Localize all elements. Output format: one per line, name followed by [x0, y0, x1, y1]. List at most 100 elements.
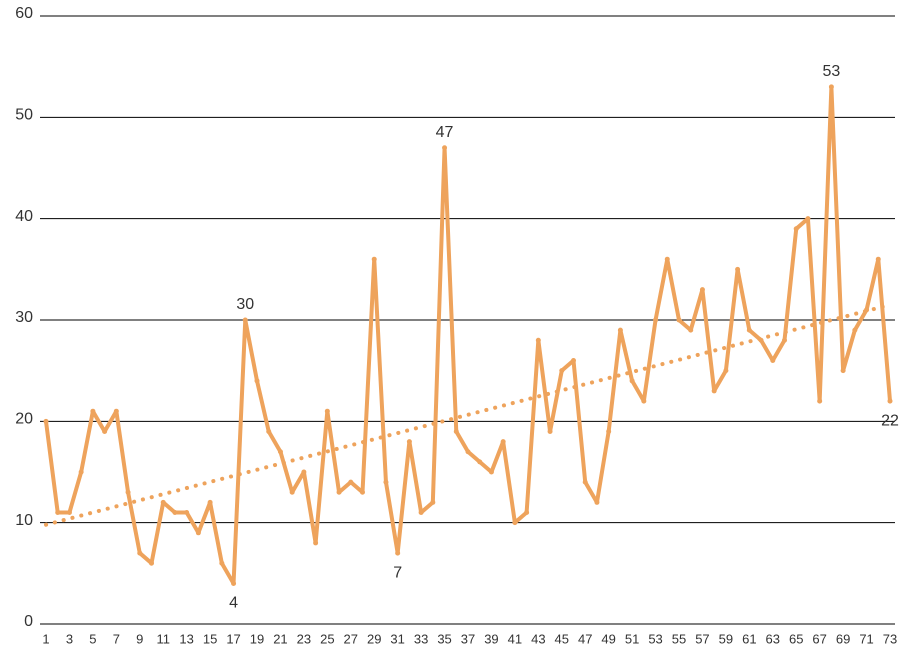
- x-tick-label: 39: [484, 631, 498, 646]
- data-point: [90, 408, 96, 414]
- data-point: [231, 580, 237, 586]
- data-point: [500, 439, 506, 445]
- data-point: [395, 550, 401, 556]
- data-point: [453, 428, 459, 434]
- data-point: [735, 266, 741, 272]
- data-point: [582, 479, 588, 485]
- x-tick-label: 5: [89, 631, 96, 646]
- data-point: [371, 256, 377, 262]
- data-point: [852, 327, 858, 333]
- data-point: [125, 489, 131, 495]
- data-point: [864, 307, 870, 313]
- data-point: [55, 510, 61, 516]
- x-tick-label: 21: [273, 631, 287, 646]
- data-point: [828, 84, 834, 90]
- x-tick-label: 69: [836, 631, 850, 646]
- x-tick-label: 57: [695, 631, 709, 646]
- trendline: [44, 302, 892, 527]
- x-tick-label: 37: [461, 631, 475, 646]
- x-tick-label: 49: [601, 631, 615, 646]
- data-point: [172, 510, 178, 516]
- data-point: [711, 388, 717, 394]
- data-point: [348, 479, 354, 485]
- y-tick-label: 30: [15, 309, 33, 326]
- data-label: 47: [436, 124, 454, 141]
- data-point: [313, 540, 319, 546]
- data-point: [254, 378, 260, 384]
- x-tick-label: 29: [367, 631, 381, 646]
- x-tick-label: 35: [437, 631, 451, 646]
- data-point: [442, 145, 448, 151]
- data-point: [324, 408, 330, 414]
- x-tick-label: 9: [136, 631, 143, 646]
- data-point: [195, 530, 201, 536]
- data-point: [524, 510, 530, 516]
- x-tick-label: 27: [344, 631, 358, 646]
- x-tick-label: 63: [766, 631, 780, 646]
- y-tick-label: 50: [15, 107, 33, 124]
- y-tick-label: 10: [15, 512, 33, 529]
- x-tick-label: 47: [578, 631, 592, 646]
- data-point: [782, 337, 787, 343]
- data-point: [606, 428, 612, 434]
- data-point: [688, 327, 694, 333]
- data-point: [676, 317, 682, 323]
- data-point: [301, 469, 307, 475]
- x-tick-label: 17: [226, 631, 240, 646]
- data-point: [66, 510, 72, 516]
- x-tick-label: 33: [414, 631, 428, 646]
- data-point: [758, 337, 764, 343]
- data-point: [547, 428, 553, 434]
- data-point: [277, 449, 283, 455]
- data-point: [242, 317, 248, 323]
- data-label: 53: [822, 63, 840, 80]
- data-point: [887, 398, 893, 404]
- data-point: [617, 327, 623, 333]
- data-point: [207, 499, 213, 505]
- x-tick-label: 73: [883, 631, 897, 646]
- data-point: [289, 489, 295, 495]
- y-tick-label: 20: [15, 411, 33, 428]
- x-tick-label: 23: [297, 631, 311, 646]
- data-point: [805, 216, 811, 222]
- x-tick-label: 19: [250, 631, 264, 646]
- data-point: [512, 520, 518, 526]
- data-point: [571, 358, 576, 364]
- data-point: [78, 469, 84, 475]
- data-point: [746, 327, 752, 333]
- x-tick-label: 31: [390, 631, 404, 646]
- data-point: [360, 489, 365, 495]
- data-point: [465, 449, 471, 455]
- x-tick-label: 13: [179, 631, 193, 646]
- x-tick-label: 65: [789, 631, 803, 646]
- data-point: [160, 499, 166, 505]
- data-label: 30: [236, 296, 254, 313]
- data-point: [594, 499, 600, 505]
- data-point: [535, 337, 541, 343]
- data-point: [793, 226, 799, 232]
- data-label: 22: [881, 412, 899, 429]
- data-point: [875, 256, 881, 262]
- data-label: 7: [393, 564, 402, 581]
- x-tick-label: 61: [742, 631, 756, 646]
- data-point: [266, 428, 272, 434]
- y-tick-label: 60: [15, 5, 33, 22]
- data-point: [43, 418, 49, 424]
- data-point: [184, 510, 190, 516]
- data-point: [629, 378, 635, 384]
- data-point: [723, 368, 729, 374]
- x-tick-label: 3: [66, 631, 73, 646]
- x-tick-label: 15: [203, 631, 217, 646]
- x-tick-label: 11: [156, 631, 170, 646]
- x-tick-label: 67: [812, 631, 826, 646]
- data-point: [219, 560, 225, 566]
- x-tick-label: 41: [508, 631, 522, 646]
- data-point: [488, 469, 494, 475]
- data-point: [641, 398, 647, 404]
- data-point: [383, 479, 389, 485]
- data-point: [664, 256, 670, 262]
- data-point: [418, 510, 424, 516]
- x-tick-label: 45: [555, 631, 569, 646]
- data-point: [336, 489, 342, 495]
